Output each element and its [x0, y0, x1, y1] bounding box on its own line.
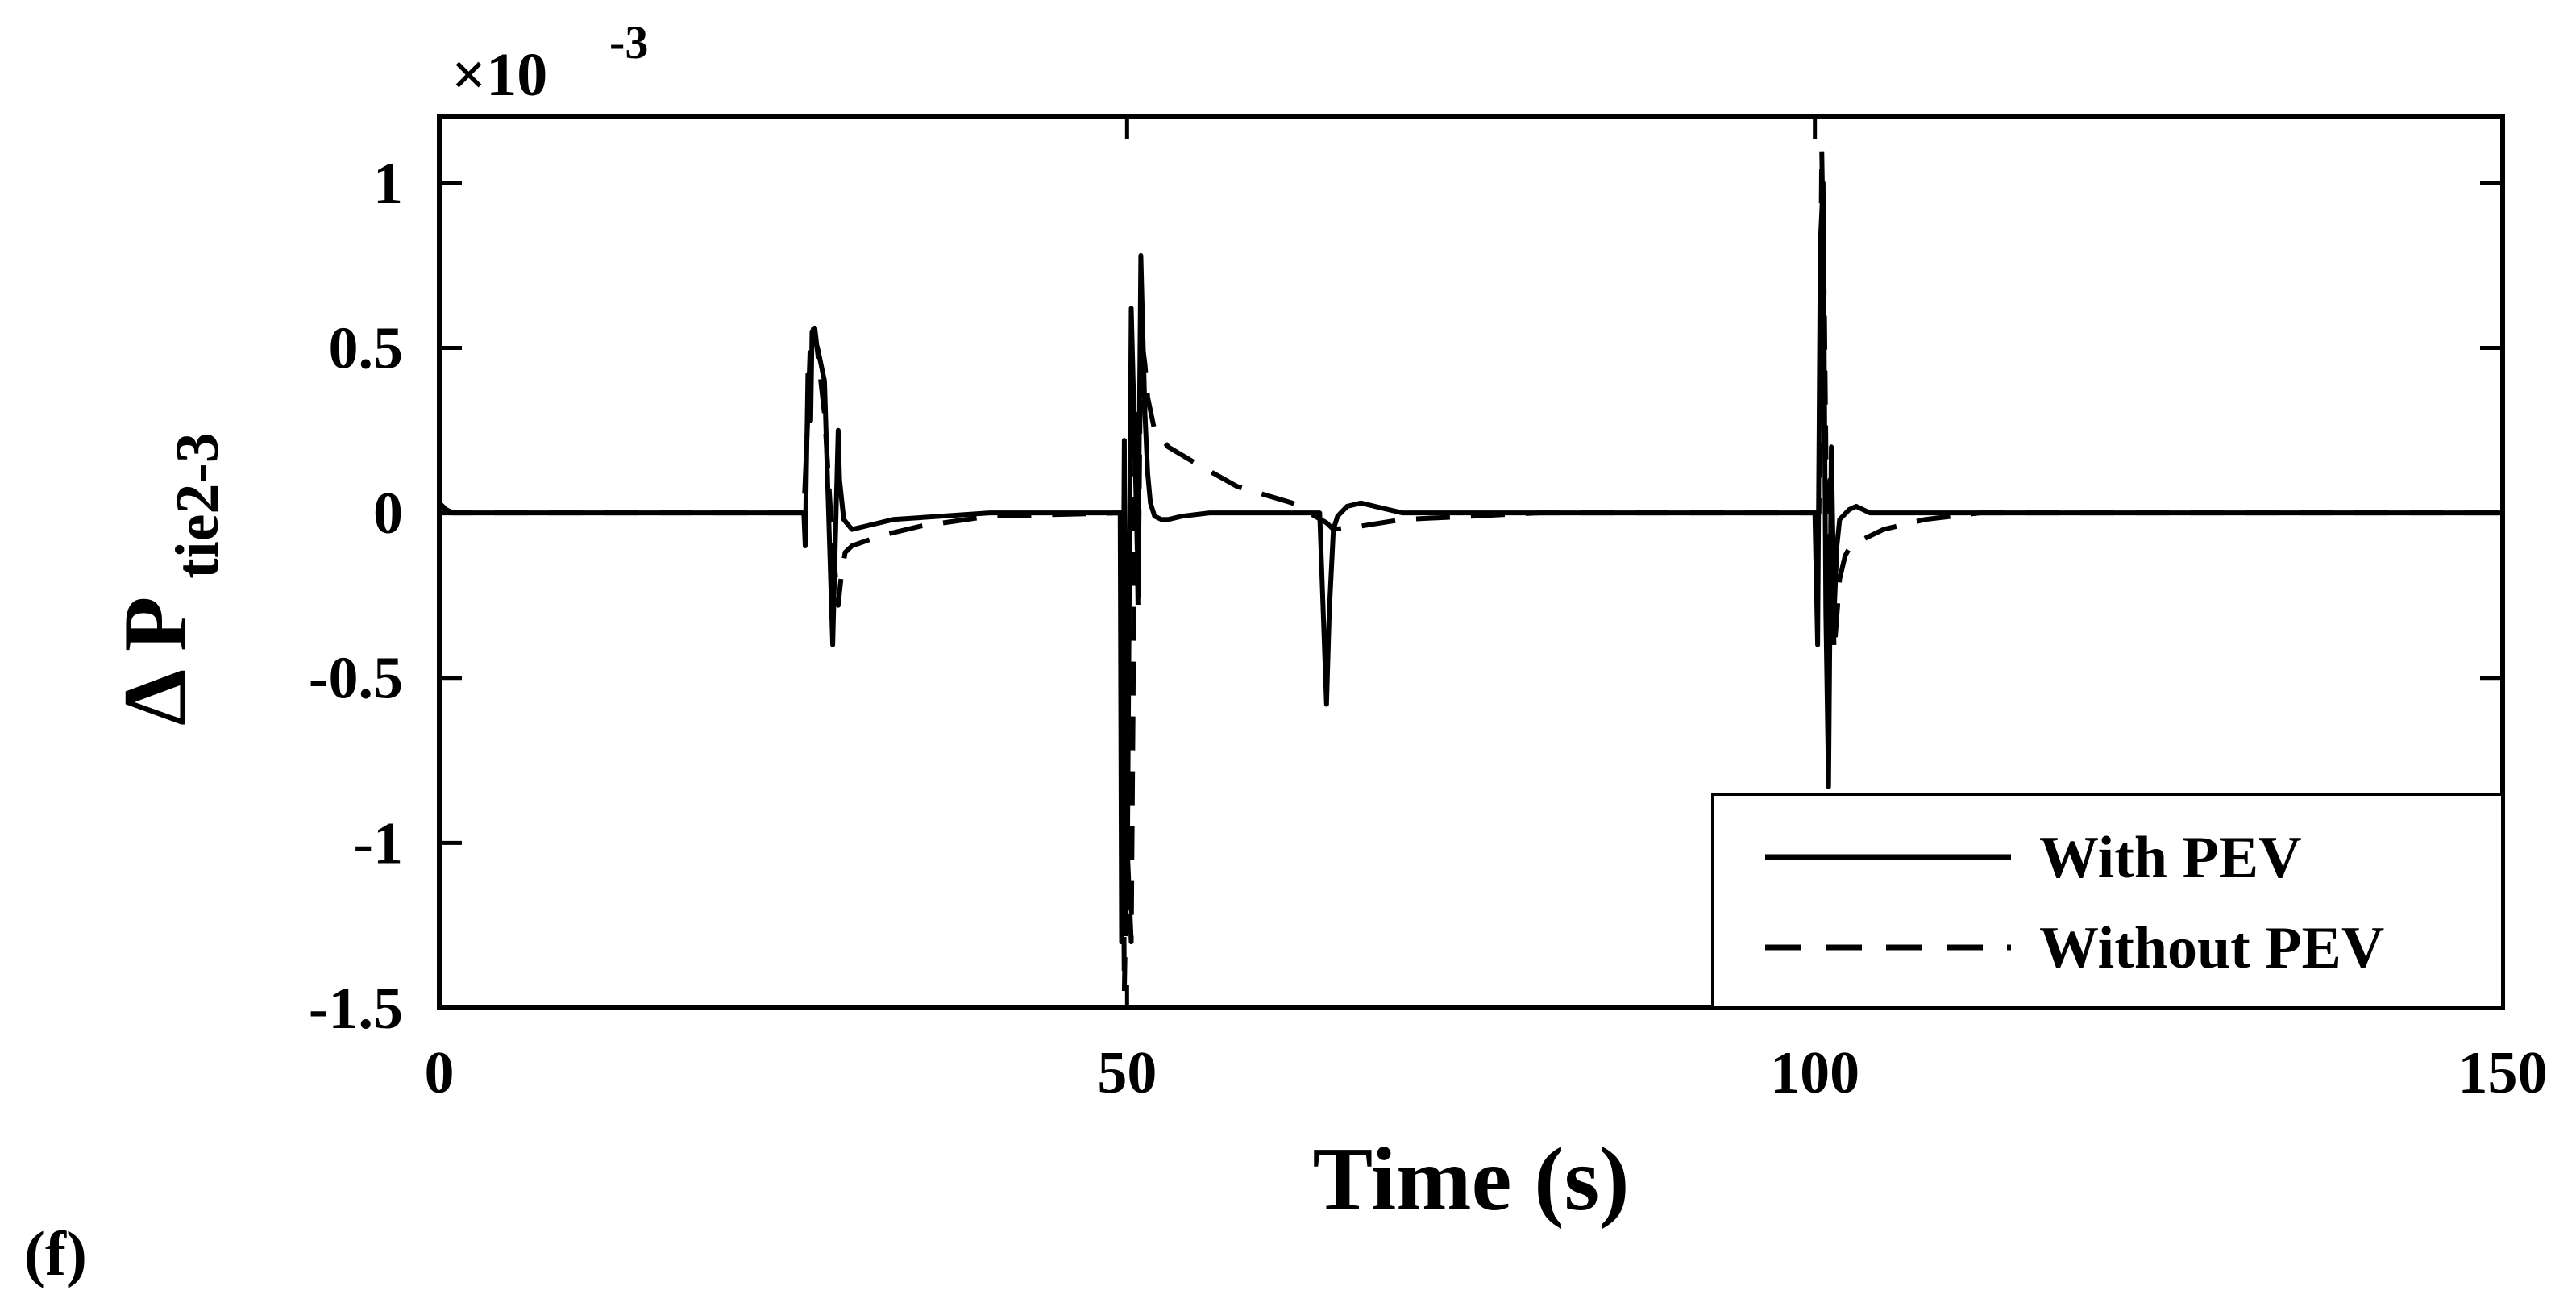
- y-tick-label: 1: [373, 151, 403, 217]
- y-tick-label: -0.5: [309, 646, 403, 712]
- legend: With PEV Without PEV: [1711, 793, 2504, 1010]
- x-tick-label: 50: [1097, 1040, 1157, 1106]
- y-axis-label: Δ P tie2-3: [106, 432, 231, 726]
- x-tick-label: 150: [2458, 1040, 2548, 1106]
- x-tick-label: 100: [1770, 1040, 1859, 1106]
- exponent-power: -3: [609, 16, 648, 69]
- legend-box: [1711, 793, 2504, 1010]
- legend-label-without-pev: Without PEV: [2039, 915, 2384, 981]
- series-layer: [437, 147, 2503, 994]
- y-tick-label: 0: [373, 481, 403, 547]
- panel-tag: (f): [24, 1218, 87, 1288]
- y-axis-label-main: Δ P: [106, 598, 206, 726]
- x-tick-label: 0: [425, 1040, 455, 1106]
- series-line-with-pev: [437, 180, 2503, 945]
- plot-frame: [437, 114, 2505, 1010]
- x-axis-label: Time (s): [1313, 1130, 1630, 1230]
- y-tick-label: -1.5: [309, 976, 403, 1042]
- y-axis-label-subscript: tie2-3: [164, 432, 231, 578]
- ticks-layer: 0 50 100 150 1 0.5 0 -0.5 -1 -1.5: [309, 117, 2548, 1106]
- y-tick-label: -1: [353, 810, 403, 876]
- exponent-prefix: ×10: [451, 41, 547, 109]
- series-line-without-pev: [439, 147, 2503, 994]
- y-tick-label: 0.5: [329, 315, 404, 381]
- legend-label-with-pev: With PEV: [2039, 825, 2302, 891]
